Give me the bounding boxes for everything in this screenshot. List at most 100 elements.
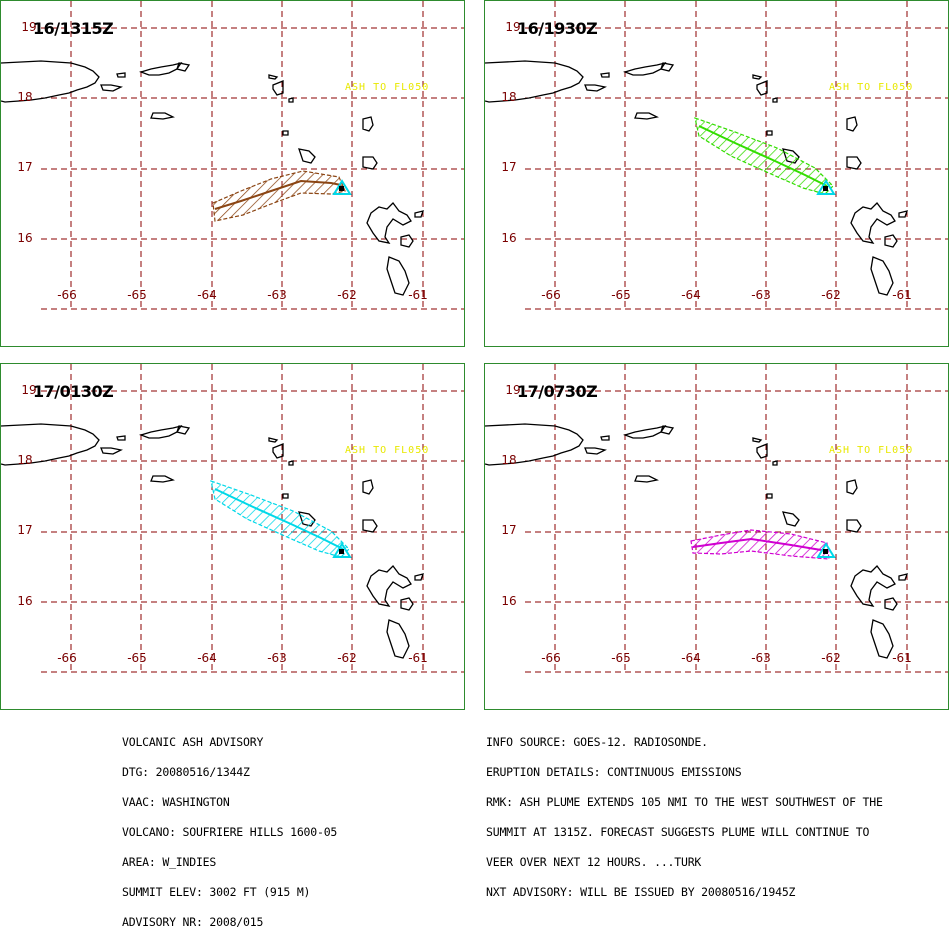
- advisory-line: SUMMIT ELEV: 3002 FT (915 M): [122, 885, 311, 899]
- lon-label: -65: [127, 288, 147, 302]
- lon-label: -62: [337, 651, 357, 665]
- volcano-marker-icon: [332, 179, 352, 195]
- island-outline: [288, 97, 294, 103]
- coastlines: [1, 60, 424, 296]
- lat-label: 18: [501, 453, 516, 467]
- island-outline: [272, 443, 284, 459]
- plume-axis: [214, 488, 344, 550]
- island-outline: [846, 479, 858, 495]
- advisory-text-right: INFO SOURCE: GOES-12. RADIOSONDE. ERUPTI…: [486, 717, 883, 907]
- island-outline: [660, 425, 675, 435]
- lon-label: -65: [611, 288, 631, 302]
- advisory-line: AREA: W_INDIES: [122, 855, 217, 869]
- lon-label: -64: [197, 651, 217, 665]
- island-outline: [485, 60, 584, 103]
- lat-label: 16: [17, 231, 32, 245]
- map-panel-2: 19 18 17 16 -66 -65 -64 -63 -62 -61 ASH TO FL050 1…: [484, 0, 949, 347]
- island-outline: [150, 112, 175, 120]
- ash-plume: [694, 117, 834, 195]
- island-outline: [756, 443, 768, 459]
- island-outline: [400, 234, 414, 248]
- lon-label: -64: [197, 288, 217, 302]
- advisory-line: DTG: 20080516/1344Z: [122, 765, 250, 779]
- island-outline: [150, 475, 175, 483]
- island-outline: [634, 112, 659, 120]
- island-outline: [362, 116, 374, 132]
- island-outline: [298, 148, 316, 164]
- island-outline: [176, 62, 191, 72]
- advisory-line: ADVISORY NR: 2008/015: [122, 915, 264, 929]
- lon-label: -66: [57, 288, 77, 302]
- island-outline: [116, 435, 126, 441]
- lon-label: -61: [892, 288, 912, 302]
- lon-label: -64: [681, 288, 701, 302]
- lat-label: 19: [21, 383, 36, 397]
- island-outline: [752, 74, 763, 80]
- lon-label: -66: [57, 651, 77, 665]
- island-outline: [782, 511, 800, 527]
- lat-label: 17: [501, 160, 516, 174]
- island-outline: [386, 256, 410, 296]
- island-outline: [846, 519, 862, 533]
- island-outline: [756, 80, 768, 96]
- island-outline: [846, 116, 858, 132]
- lat-label: 17: [17, 160, 32, 174]
- lon-label: -65: [127, 651, 147, 665]
- lat-label: 19: [505, 383, 520, 397]
- advisory-line: ERUPTION DETAILS: CONTINUOUS EMISSIONS: [486, 765, 742, 779]
- island-outline: [772, 97, 778, 103]
- volcano-marker-icon: [816, 179, 836, 195]
- lat-label: 16: [501, 594, 516, 608]
- island-outline: [362, 156, 378, 170]
- island-outline: [884, 234, 898, 248]
- panel-time: 16/1315Z: [33, 19, 114, 38]
- lat-label: 16: [501, 231, 516, 245]
- advisory-line: NXT ADVISORY: WILL BE ISSUED BY 20080516…: [486, 885, 796, 899]
- ash-plume: [690, 529, 830, 560]
- advisory-line: VOLCANO: SOUFRIERE HILLS 1600-05: [122, 825, 338, 839]
- plume-axis: [214, 179, 342, 210]
- lon-label: -66: [541, 288, 561, 302]
- island-outline: [1, 423, 100, 466]
- plume-axis: [698, 125, 828, 187]
- lon-label: -63: [267, 288, 287, 302]
- lon-label: -61: [408, 651, 428, 665]
- island-outline: [176, 425, 191, 435]
- island-outline: [362, 519, 378, 533]
- lon-label: -64: [681, 651, 701, 665]
- panel-time: 17/0730Z: [517, 382, 598, 401]
- island-outline: [485, 423, 584, 466]
- island-outline: [100, 84, 123, 92]
- lat-label: 18: [17, 90, 32, 104]
- volcano-summit-icon: [339, 186, 344, 191]
- island-outline: [414, 210, 424, 218]
- volcano-marker-icon: [816, 542, 836, 558]
- island-outline: [772, 460, 778, 466]
- island-outline: [622, 424, 667, 439]
- plume-area: [690, 529, 830, 560]
- lon-label: -61: [408, 288, 428, 302]
- island-outline: [634, 475, 659, 483]
- map-panel-3: 19 18 17 16 -66 -65 -64 -63 -62 -61 ASH TO FL050 1…: [0, 363, 465, 710]
- panel-time: 17/0130Z: [33, 382, 114, 401]
- island-outline: [1, 60, 100, 103]
- island-outline: [362, 479, 374, 495]
- island-outline: [138, 424, 183, 439]
- ash-plume: [212, 170, 346, 222]
- map-panel-1: 19 18 17 16 -66 -65 -64 -63 -62 -61 ASH TO FL050 1…: [0, 0, 465, 347]
- island-outline: [600, 72, 610, 78]
- panel-time: 16/1930Z: [517, 19, 598, 38]
- map-panel-4: 19 18 17 16 -66 -65 -64 -63 -62 -61 ASH TO FL050 1…: [484, 363, 949, 710]
- ash-level-label: ASH TO FL050: [829, 445, 913, 456]
- lon-label: -62: [337, 288, 357, 302]
- ash-level-label: ASH TO FL050: [345, 445, 429, 456]
- coastlines: [1, 423, 424, 659]
- plume-area: [212, 170, 346, 222]
- ash-level-label: ASH TO FL050: [345, 82, 429, 93]
- lon-label: -63: [267, 651, 287, 665]
- plume-axis: [692, 537, 828, 552]
- island-outline: [752, 437, 763, 443]
- lon-label: -63: [751, 651, 771, 665]
- island-outline: [870, 256, 894, 296]
- advisory-text-left: VOLCANIC ASH ADVISORY DTG: 20080516/1344…: [122, 717, 337, 937]
